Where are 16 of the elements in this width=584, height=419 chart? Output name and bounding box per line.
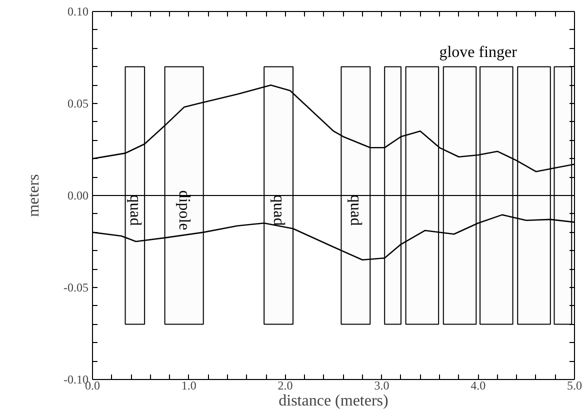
y-tick-label: 0.05 [68,96,88,110]
y-tick-label: -0.05 [64,280,89,294]
x-tick-label: 2.0 [278,378,293,392]
x-tick-label: 5.0 [567,378,582,392]
band-label: quad [270,194,288,226]
y-tick-label: 0.10 [68,4,88,18]
x-tick-label: 4.0 [470,378,486,392]
x-tick-label: 3.0 [374,378,390,392]
band-label: quad [347,194,364,226]
band-label: quad [126,194,144,226]
y-tick-label: 0.00 [68,188,88,202]
band-label: dipole [176,190,193,230]
x-tick-label: 1.0 [181,378,196,392]
x-axis-title: distance (meters) [278,392,388,410]
annotation: glove finger [439,44,518,62]
y-axis-title: meters [26,174,43,217]
